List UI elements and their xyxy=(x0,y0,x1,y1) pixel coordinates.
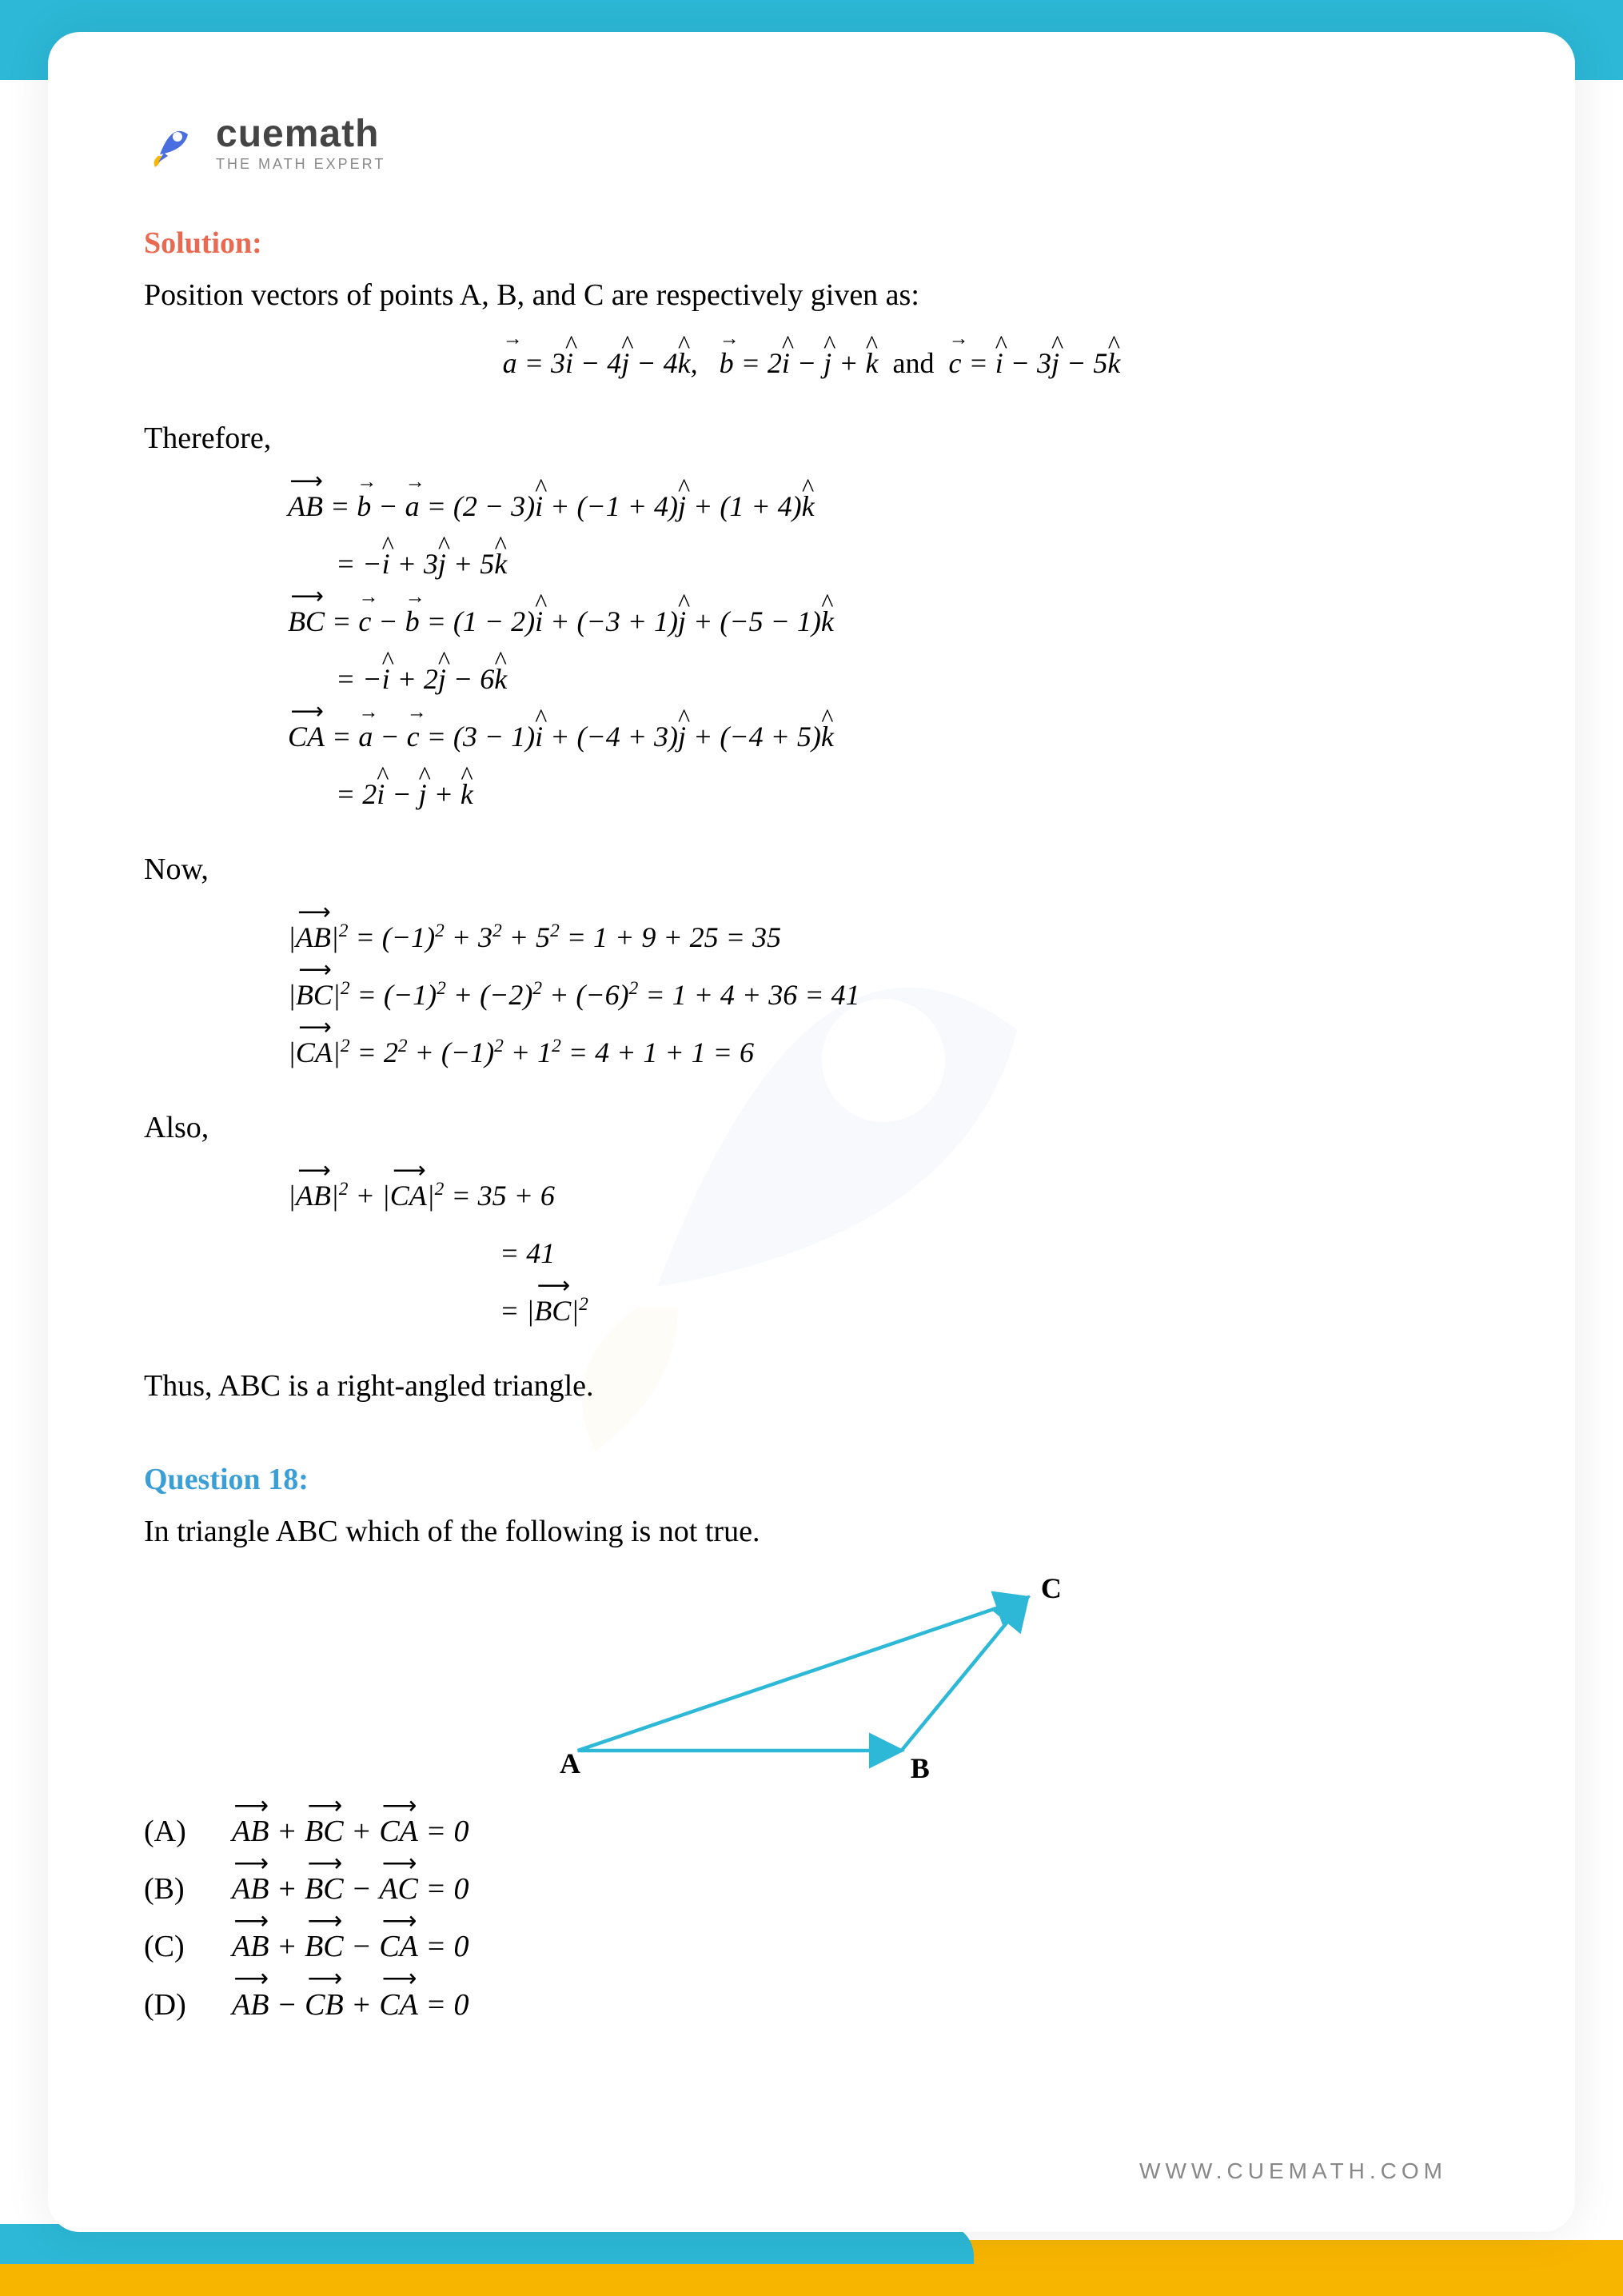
question-18-text: In triangle ABC which of the following i… xyxy=(144,1509,1479,1555)
logo-title: cuemath xyxy=(216,112,385,156)
therefore-label: Therefore, xyxy=(144,416,1479,461)
question-18-label: Question 18: xyxy=(144,1457,1479,1503)
option-d: (D) AB − CB + CA = 0 xyxy=(144,1976,1479,2034)
page-card: cuemath THE MATH EXPERT Solution: Positi… xyxy=(48,32,1575,2232)
vector-differences: AB = b − a = (2 − 3)i + (−1 + 4)j + (1 +… xyxy=(288,477,1479,823)
logo-subtitle: THE MATH EXPERT xyxy=(216,156,385,173)
also-label: Also, xyxy=(144,1105,1479,1151)
mcq-options: (A) AB + BC + CA = 0 (B) AB + BC − AC = … xyxy=(144,1803,1479,2034)
vertex-c-label: C xyxy=(1041,1572,1062,1604)
vertex-a-label: A xyxy=(560,1747,580,1779)
option-b: (B) AB + BC − AC = 0 xyxy=(144,1860,1479,1918)
logo: cuemath THE MATH EXPERT xyxy=(144,112,1479,173)
option-a: (A) AB + BC + CA = 0 xyxy=(144,1803,1479,1860)
content-body: Solution: Position vectors of points A, … xyxy=(144,221,1479,2034)
magnitudes: |AB|2 = (−1)2 + 32 + 52 = 1 + 9 + 25 = 3… xyxy=(288,908,1479,1081)
given-vectors: a = 3i − 4j − 4k, b = 2i − j + k and c =… xyxy=(144,334,1479,392)
vertex-b-label: B xyxy=(911,1752,930,1784)
solution-conclusion: Thus, ABC is a right-angled triangle. xyxy=(144,1364,1479,1409)
triangle-diagram: A B C xyxy=(144,1571,1479,1787)
solution-label: Solution: xyxy=(144,221,1479,266)
pythagoras-check: |AB|2 + |CA|2 = 35 + 6 = 41 = |BC|2 xyxy=(288,1167,1479,1340)
option-c: (C) AB + BC − CA = 0 xyxy=(144,1918,1479,1975)
rocket-icon xyxy=(144,114,200,170)
now-label: Now, xyxy=(144,847,1479,892)
footer-url: WWW.CUEMATH.COM xyxy=(1139,2158,1447,2184)
solution-intro: Position vectors of points A, B, and C a… xyxy=(144,273,1479,318)
